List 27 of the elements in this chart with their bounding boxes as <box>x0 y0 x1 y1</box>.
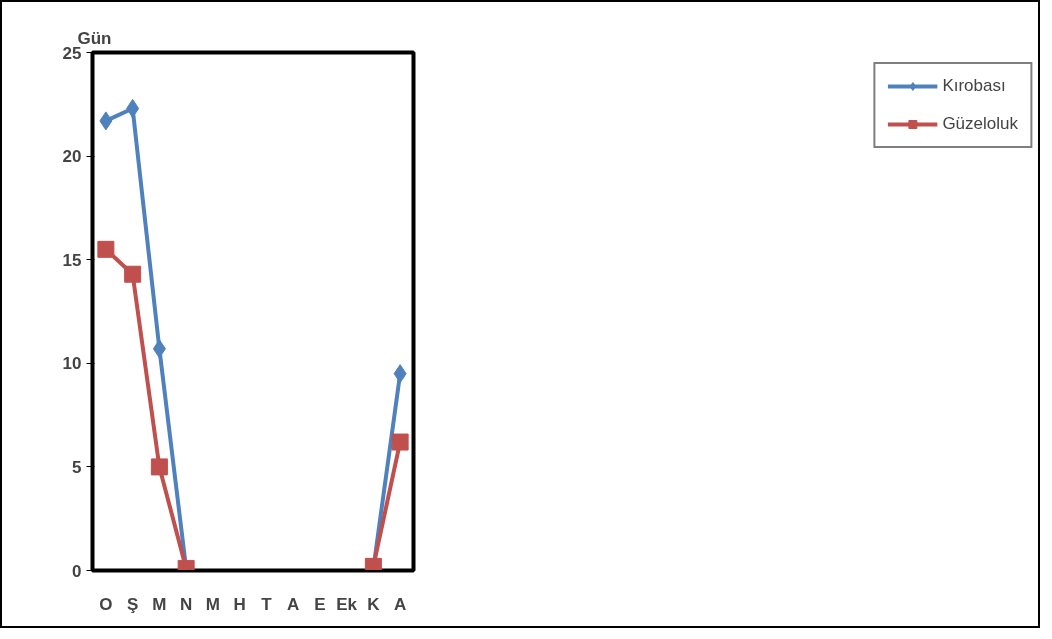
point <box>391 433 409 451</box>
x-tick-label: A <box>393 594 407 614</box>
point <box>99 111 113 131</box>
point <box>124 265 142 283</box>
x-tick-label: M <box>205 594 220 614</box>
y-tick-label: 5 <box>72 457 82 477</box>
legend-label: Kırobası <box>942 76 1006 96</box>
point <box>150 458 168 476</box>
x-tick-label: E <box>314 594 326 614</box>
y-tick-label: 0 <box>72 561 82 581</box>
x-tick-label: H <box>233 594 246 614</box>
x-tick-label: K <box>367 594 381 614</box>
x-tick-label: T <box>261 594 273 614</box>
y-tick-label: 10 <box>62 354 82 374</box>
x-tick-label: Ş <box>126 594 139 614</box>
y-tick-label: 20 <box>62 147 82 167</box>
point <box>393 364 407 384</box>
x-tick-label: A <box>286 594 300 614</box>
point <box>126 98 140 118</box>
x-tick-label: N <box>179 594 193 614</box>
y-tick-label: 15 <box>62 250 82 270</box>
point <box>97 240 115 258</box>
x-tick-label: Ek <box>336 594 358 614</box>
x-tick-label: M <box>152 594 167 614</box>
x-tick-label: O <box>99 594 113 614</box>
point <box>152 339 166 359</box>
legend-label: Güzeloluk <box>942 114 1018 134</box>
